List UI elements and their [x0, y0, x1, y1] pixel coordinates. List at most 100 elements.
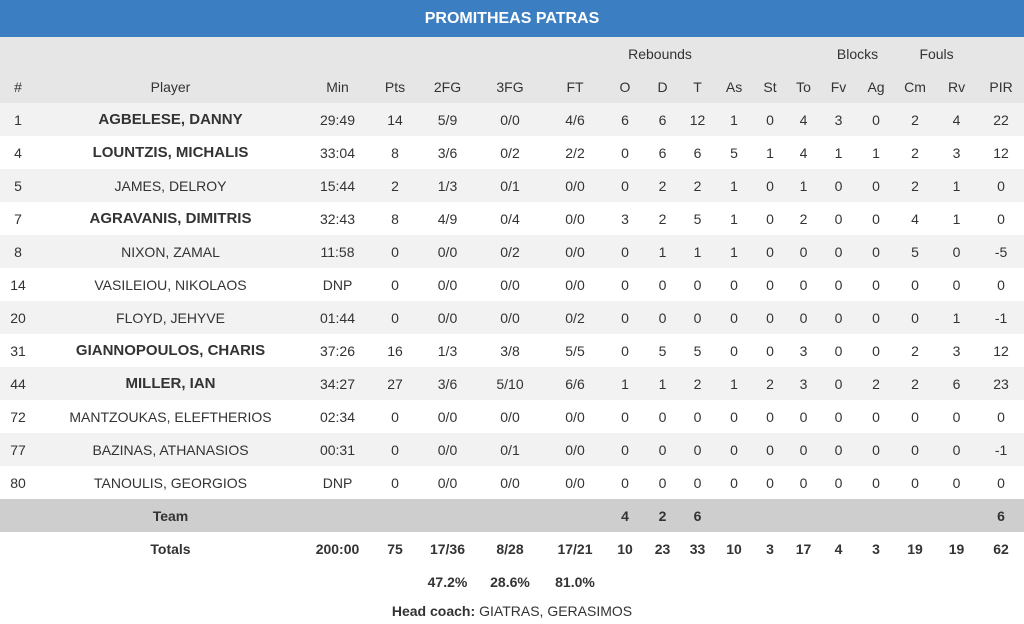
- cell: 0: [370, 268, 420, 301]
- column-header: As: [715, 70, 754, 103]
- cell: 0: [895, 466, 936, 499]
- cell: 0: [605, 334, 645, 367]
- cell: Totals: [36, 532, 305, 565]
- cell: 0/0: [475, 400, 545, 433]
- cell: [787, 499, 821, 532]
- column-header: Fv: [820, 70, 858, 103]
- cell: 4: [820, 532, 858, 565]
- cell: 0: [978, 268, 1024, 301]
- player-row: 80 TANOULIS, GEORGIOS DNP 0 0/0 0/0 0/0 0 0 0 0 0 0 0…: [0, 466, 1024, 499]
- cell: 81.0%: [545, 565, 605, 598]
- cell: 2: [645, 169, 680, 202]
- cell: GIANNOPOULOS, CHARIS: [36, 334, 305, 367]
- cell: JAMES, DELROY: [36, 169, 305, 202]
- cell: LOUNTZIS, MICHALIS: [36, 136, 305, 169]
- cell: 23: [645, 532, 680, 565]
- column-header: Cm: [895, 70, 936, 103]
- cell: 11:58: [305, 235, 370, 268]
- cell: 1/3: [420, 334, 475, 367]
- cell: 0: [857, 202, 896, 235]
- cell: [0, 499, 36, 532]
- cell: 77: [0, 433, 36, 466]
- cell: 0: [820, 301, 858, 334]
- group-header: Fouls: [895, 37, 979, 70]
- cell: 1: [715, 169, 754, 202]
- totals-row: Totals 200:00 75 17/36 8/28 17/21 10 23 33 10 3 17 4…: [0, 532, 1024, 565]
- cell: 6: [680, 499, 716, 532]
- column-header: Pts: [370, 70, 420, 103]
- cell: 3: [935, 334, 979, 367]
- cell: 4: [895, 202, 936, 235]
- cell: [370, 499, 420, 532]
- cell: 6: [645, 136, 680, 169]
- cell: 0/0: [545, 268, 605, 301]
- cell: 0: [857, 466, 896, 499]
- column-header: FT: [545, 70, 605, 103]
- group-header-row: Rebounds Blocks Fouls: [0, 37, 1024, 70]
- cell: 12: [680, 103, 716, 136]
- cell: 0: [605, 268, 645, 301]
- cell: 12: [978, 334, 1024, 367]
- cell: 0: [857, 334, 896, 367]
- cell: 3: [857, 532, 896, 565]
- cell: 1: [715, 202, 754, 235]
- cell: 0: [895, 301, 936, 334]
- cell: 14: [370, 103, 420, 136]
- cell: 0: [787, 268, 821, 301]
- cell: 0: [820, 400, 858, 433]
- cell: 5/5: [545, 334, 605, 367]
- cell: 200:00: [305, 532, 370, 565]
- cell: 0: [715, 301, 754, 334]
- cell: 3: [753, 532, 788, 565]
- cell: [305, 499, 370, 532]
- cell: Team: [36, 499, 305, 532]
- cell: 0: [680, 433, 716, 466]
- cell: 4/6: [545, 103, 605, 136]
- cell: 8: [370, 136, 420, 169]
- cell: 15:44: [305, 169, 370, 202]
- cell: 1: [645, 235, 680, 268]
- player-row: 77 BAZINAS, ATHANASIOS 00:31 0 0/0 0/1 0/0 0 0 0 0…: [0, 433, 1024, 466]
- cell: 1: [753, 136, 788, 169]
- cell: 8: [0, 235, 36, 268]
- cell: 17/36: [420, 532, 475, 565]
- cell: [753, 565, 788, 598]
- cell: 0: [857, 301, 896, 334]
- player-row: 5 JAMES, DELROY 15:44 2 1/3 0/1 0/0 0 2 2 1 0 1 0 0 2 1 0: [0, 169, 1024, 202]
- cell: 32:43: [305, 202, 370, 235]
- cell: 0: [680, 400, 716, 433]
- cell: 6: [935, 367, 979, 400]
- cell: 34:27: [305, 367, 370, 400]
- cell: 0: [978, 202, 1024, 235]
- cell: 6: [645, 103, 680, 136]
- cell: 0: [820, 334, 858, 367]
- cell: 29:49: [305, 103, 370, 136]
- cell: 23: [978, 367, 1024, 400]
- cell: 2: [895, 136, 936, 169]
- cell: 0: [680, 466, 716, 499]
- cell: -1: [978, 301, 1024, 334]
- cell: 1: [0, 103, 36, 136]
- cell: 0: [753, 400, 788, 433]
- cell: 0: [820, 268, 858, 301]
- cell: 2: [645, 499, 680, 532]
- cell: 3: [935, 136, 979, 169]
- cell: [895, 565, 936, 598]
- player-row: 8 NIXON, ZAMAL 11:58 0 0/0 0/2 0/0 0 1 1 1 0 0 0 0 5 0 -5: [0, 235, 1024, 268]
- cell: 0: [753, 268, 788, 301]
- cell: 0: [857, 103, 896, 136]
- cell: 75: [370, 532, 420, 565]
- column-header: 2FG: [420, 70, 475, 103]
- cell: MANTZOUKAS, ELEFTHERIOS: [36, 400, 305, 433]
- cell: 0: [857, 169, 896, 202]
- cell: 3/8: [475, 334, 545, 367]
- cell: 0/2: [475, 235, 545, 268]
- cell: 2: [857, 367, 896, 400]
- cell: BAZINAS, ATHANASIOS: [36, 433, 305, 466]
- cell: 0: [935, 433, 979, 466]
- cell: 0/0: [545, 235, 605, 268]
- cell: 12: [978, 136, 1024, 169]
- cell: [820, 499, 858, 532]
- player-row: 72 MANTZOUKAS, ELEFTHERIOS 02:34 0 0/0 0/0 0/0…: [0, 400, 1024, 433]
- cell: 2: [787, 202, 821, 235]
